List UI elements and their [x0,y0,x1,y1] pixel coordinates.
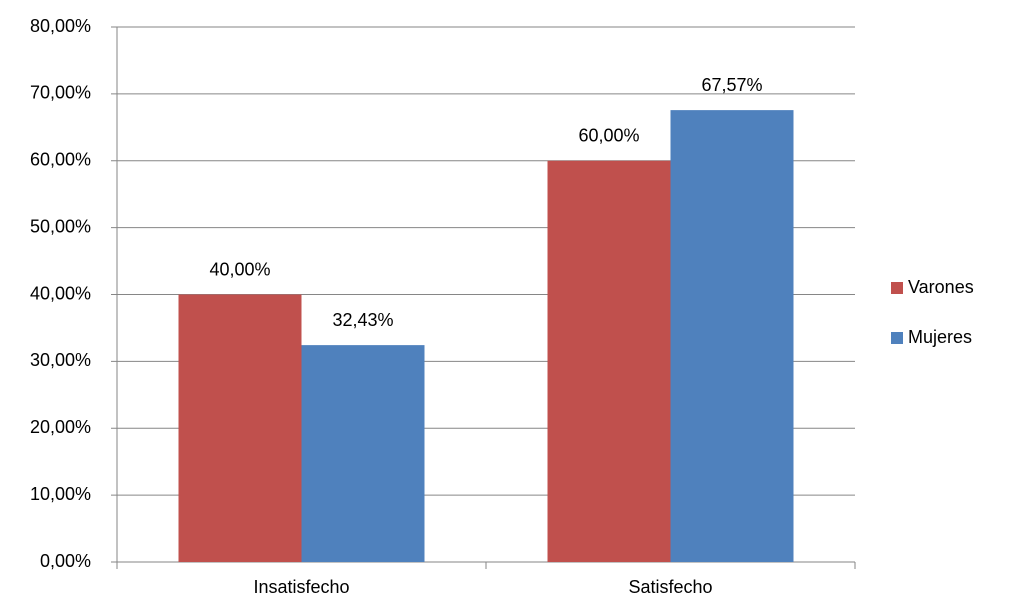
bar [178,294,302,562]
y-tick-label: 50,00% [30,216,91,236]
y-tick-label: 0,00% [40,551,91,571]
x-tick-label: Insatisfecho [253,577,349,597]
data-label: 60,00% [578,126,639,146]
y-tick-label: 70,00% [30,83,91,103]
legend-swatch [891,282,903,294]
x-tick-label: Satisfecho [628,577,712,597]
y-tick-label: 40,00% [30,283,91,303]
data-label: 67,57% [701,75,762,95]
y-tick-label: 60,00% [30,150,91,170]
y-tick-label: 20,00% [30,417,91,437]
data-label: 40,00% [209,259,270,279]
bar [670,110,794,563]
y-tick-label: 10,00% [30,484,91,504]
data-label: 32,43% [332,310,393,330]
legend-swatch [891,332,903,344]
bar [301,345,425,562]
legend-label: Varones [908,277,974,297]
y-tick-label: 80,00% [30,16,91,36]
y-tick-label: 30,00% [30,350,91,370]
legend-label: Mujeres [908,327,972,347]
bar [547,160,671,562]
